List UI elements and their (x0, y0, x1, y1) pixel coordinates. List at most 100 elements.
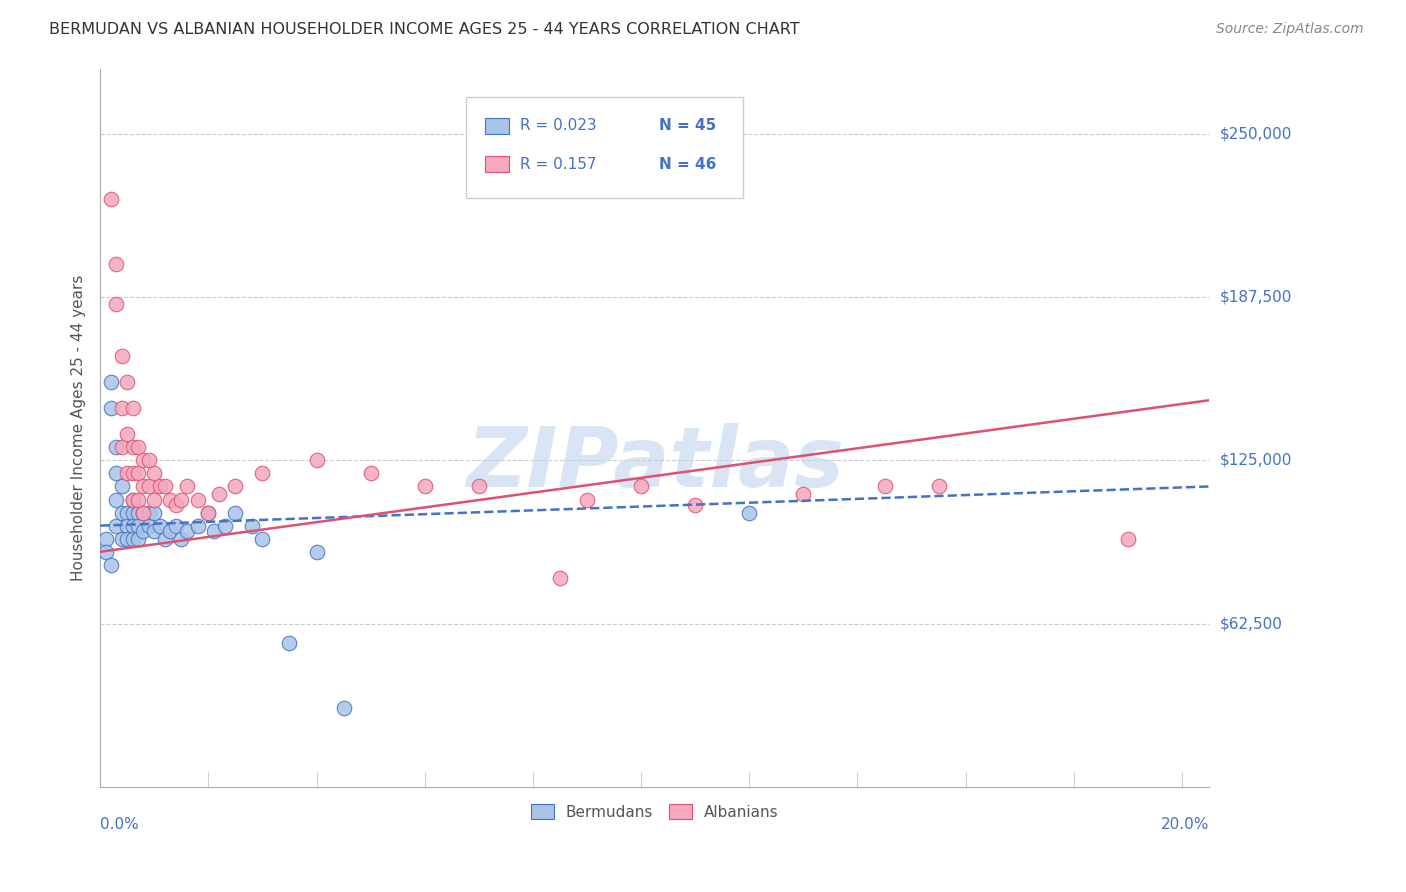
Point (202, 524, 225, 538)
Point (143, 506, 166, 520)
Point (197, 506, 219, 520)
Point (165, 518, 187, 533)
FancyBboxPatch shape (465, 97, 744, 198)
Point (111, 532, 134, 546)
Point (138, 453, 160, 467)
Point (224, 506, 246, 520)
Point (240, 518, 263, 533)
Text: Source: ZipAtlas.com: Source: ZipAtlas.com (1216, 22, 1364, 37)
Point (132, 479, 155, 493)
Point (132, 453, 155, 467)
Point (683, 498, 706, 512)
Point (115, 532, 138, 546)
Point (143, 492, 166, 507)
Point (186, 492, 208, 507)
Point (149, 479, 172, 493)
Point (197, 506, 219, 520)
Point (138, 506, 160, 520)
Point (186, 518, 208, 533)
Point (105, 518, 128, 533)
Point (738, 506, 761, 520)
Point (159, 524, 181, 538)
Point (121, 518, 143, 533)
Point (873, 479, 896, 493)
Point (111, 506, 134, 520)
Point (575, 492, 598, 507)
Point (127, 532, 149, 546)
Text: N = 46: N = 46 (659, 157, 717, 171)
FancyBboxPatch shape (485, 156, 509, 172)
Point (305, 453, 328, 467)
Point (332, 701, 354, 715)
Point (115, 375, 138, 389)
Point (121, 467, 143, 481)
Point (121, 401, 143, 416)
Text: R = 0.023: R = 0.023 (520, 119, 598, 134)
Point (176, 479, 198, 493)
Point (132, 524, 155, 538)
Point (159, 492, 181, 507)
Point (100, 375, 122, 389)
Point (100, 558, 122, 572)
Point (121, 492, 143, 507)
Text: $250,000: $250,000 (1220, 127, 1292, 141)
Text: R = 0.157: R = 0.157 (520, 157, 598, 171)
Point (143, 467, 166, 481)
Text: 0.0%: 0.0% (100, 817, 139, 832)
Point (100, 401, 122, 416)
Point (115, 518, 138, 533)
Point (121, 492, 143, 507)
Point (111, 479, 134, 493)
Point (100, 192, 122, 206)
Point (176, 524, 198, 538)
Point (170, 492, 193, 507)
Text: BERMUDAN VS ALBANIAN HOUSEHOLDER INCOME AGES 25 - 44 YEARS CORRELATION CHART: BERMUDAN VS ALBANIAN HOUSEHOLDER INCOME … (49, 22, 800, 37)
Point (127, 440, 149, 454)
Y-axis label: Householder Income Ages 25 - 44 years: Householder Income Ages 25 - 44 years (72, 275, 86, 581)
Text: $125,000: $125,000 (1220, 453, 1292, 467)
Point (105, 492, 128, 507)
Text: N = 45: N = 45 (659, 119, 716, 134)
Point (252, 467, 274, 481)
Point (105, 467, 128, 481)
Point (105, 440, 128, 454)
Point (115, 467, 138, 481)
FancyBboxPatch shape (485, 118, 509, 134)
Point (143, 524, 166, 538)
Point (305, 545, 328, 559)
Point (224, 479, 246, 493)
Point (278, 636, 301, 650)
Text: ZIPatlas: ZIPatlas (465, 423, 844, 504)
Point (105, 257, 128, 271)
Point (138, 479, 160, 493)
Text: 20.0%: 20.0% (1161, 817, 1209, 832)
Point (105, 296, 128, 310)
Point (928, 479, 950, 493)
Point (149, 518, 172, 533)
Text: $62,500: $62,500 (1220, 616, 1284, 631)
Point (630, 479, 652, 493)
Point (153, 479, 176, 493)
Point (792, 487, 814, 501)
Point (360, 467, 382, 481)
Point (94, 545, 117, 559)
Point (252, 532, 274, 546)
Point (127, 492, 149, 507)
Point (548, 571, 571, 585)
Point (115, 427, 138, 442)
Text: $187,500: $187,500 (1220, 290, 1292, 304)
Point (127, 518, 149, 533)
Point (115, 506, 138, 520)
Point (165, 498, 187, 512)
Point (111, 401, 134, 416)
Point (413, 479, 436, 493)
Point (132, 506, 155, 520)
Point (1116, 532, 1139, 546)
Point (94, 532, 117, 546)
Point (127, 506, 149, 520)
Point (121, 532, 143, 546)
Point (468, 479, 491, 493)
Point (138, 518, 160, 533)
Point (121, 440, 143, 454)
Legend: Bermudans, Albanians: Bermudans, Albanians (524, 797, 785, 826)
